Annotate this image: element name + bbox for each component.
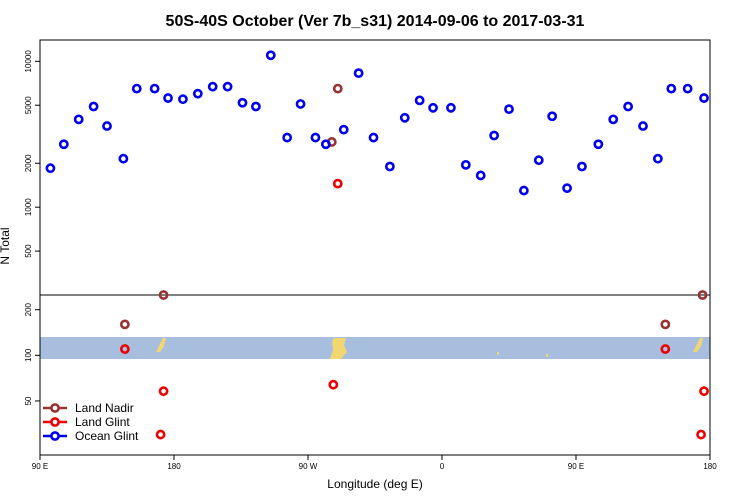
point-ocean-glint (237, 97, 248, 108)
point-ocean-glint (682, 83, 693, 94)
plot-frame-lower (39, 294, 711, 456)
point-ocean-glint (222, 81, 233, 92)
point-ocean-glint (282, 132, 293, 143)
point-ocean-glint (489, 130, 500, 141)
legend-marker-land-glint (50, 417, 60, 427)
point-land-glint (696, 429, 706, 440)
point-land-nadir (697, 290, 708, 300)
legend-label-ocean-glint: Ocean Glint (75, 429, 139, 443)
point-ocean-glint (547, 111, 558, 122)
legend-label-land-nadir: Land Nadir (75, 401, 134, 415)
point-ocean-glint (102, 121, 112, 131)
point-ocean-glint (192, 88, 203, 99)
point-ocean-glint (295, 99, 306, 109)
point-ocean-glint (45, 163, 56, 174)
y-tick-label: 2000 (24, 154, 33, 172)
point-ocean-glint (320, 139, 331, 150)
point-ocean-glint (163, 93, 173, 103)
point-ocean-glint (368, 132, 379, 143)
point-land-glint (119, 344, 130, 354)
point-ocean-glint (652, 153, 663, 164)
point-land-glint (332, 178, 343, 189)
point-ocean-glint (88, 101, 99, 112)
point-ocean-glint (460, 159, 471, 170)
land-speck-1 (497, 352, 499, 355)
x-tick-label: 90 W (299, 462, 318, 471)
x-tick-label: 180 (703, 462, 717, 471)
y-tick-label: 50 (24, 396, 33, 405)
point-land-nadir (119, 319, 130, 330)
point-ocean-glint (353, 68, 364, 79)
y-tick-label: 500 (24, 244, 33, 258)
point-ocean-glint (446, 102, 456, 113)
y-axis: 500 1000 2000 5000 10000 50 100 200 (24, 50, 40, 405)
x-tick-label: 90 E (568, 462, 584, 471)
point-land-glint (699, 386, 709, 397)
point-ocean-glint (207, 81, 218, 92)
y-tick-label: 10000 (24, 50, 33, 73)
point-ocean-glint (533, 155, 544, 166)
plot-frame-upper (39, 39, 711, 296)
point-ocean-glint (310, 132, 321, 143)
point-ocean-glint (338, 124, 349, 135)
y-tick-label: 5000 (24, 96, 33, 114)
point-ocean-glint (666, 83, 677, 94)
land-patches (156, 338, 703, 359)
y-tick-label: 200 (24, 302, 33, 316)
x-tick-label: 90 E (32, 462, 48, 471)
legend-marker-land-nadir (50, 403, 60, 413)
point-ocean-glint (699, 93, 709, 103)
point-ocean-glint (265, 50, 276, 61)
point-ocean-glint (593, 139, 604, 150)
x-axis-label: Longitude (deg E) (327, 477, 422, 491)
point-land-glint (158, 386, 169, 397)
point-ocean-glint (475, 170, 486, 181)
ocean-band (40, 337, 710, 359)
point-ocean-glint (577, 161, 587, 172)
point-ocean-glint (250, 101, 261, 112)
point-ocean-glint (623, 101, 634, 112)
y-tick-label: 1000 (24, 198, 33, 216)
point-ocean-glint (131, 83, 142, 94)
y-axis-label: N Total (0, 227, 12, 264)
point-ocean-glint (562, 183, 572, 194)
point-ocean-glint (58, 139, 69, 150)
point-ocean-glint (73, 114, 84, 125)
point-land-glint (660, 344, 671, 354)
point-ocean-glint (384, 161, 395, 172)
point-ocean-glint (428, 102, 438, 113)
x-axis: 90 E 180 90 W 0 90 E 180 (32, 455, 717, 471)
point-ocean-glint (149, 83, 160, 94)
point-land-nadir (660, 319, 671, 330)
data-points (45, 50, 709, 440)
point-ocean-glint (399, 112, 410, 123)
x-tick-label: 0 (440, 462, 445, 471)
y-tick-label: 100 (24, 348, 33, 362)
legend-label-land-glint: Land Glint (75, 415, 130, 429)
point-land-nadir (332, 83, 343, 94)
land-patch-central (330, 338, 347, 359)
point-ocean-glint (414, 95, 425, 106)
point-ocean-glint (608, 114, 619, 125)
point-ocean-glint (504, 104, 514, 115)
land-patch-west (156, 338, 166, 352)
land-speck-2 (546, 354, 548, 357)
point-ocean-glint (518, 185, 529, 196)
legend-marker-ocean-glint (50, 431, 60, 441)
land-patch-east (693, 338, 703, 352)
chart-title: 50S-40S October (Ver 7b_s31) 2014-09-06 … (166, 13, 585, 30)
point-ocean-glint (118, 153, 129, 164)
point-ocean-glint (638, 121, 648, 131)
point-land-nadir (158, 290, 169, 300)
point-ocean-glint (178, 94, 188, 105)
point-land-glint (155, 429, 166, 440)
point-land-glint (328, 379, 339, 390)
x-tick-label: 180 (167, 462, 181, 471)
